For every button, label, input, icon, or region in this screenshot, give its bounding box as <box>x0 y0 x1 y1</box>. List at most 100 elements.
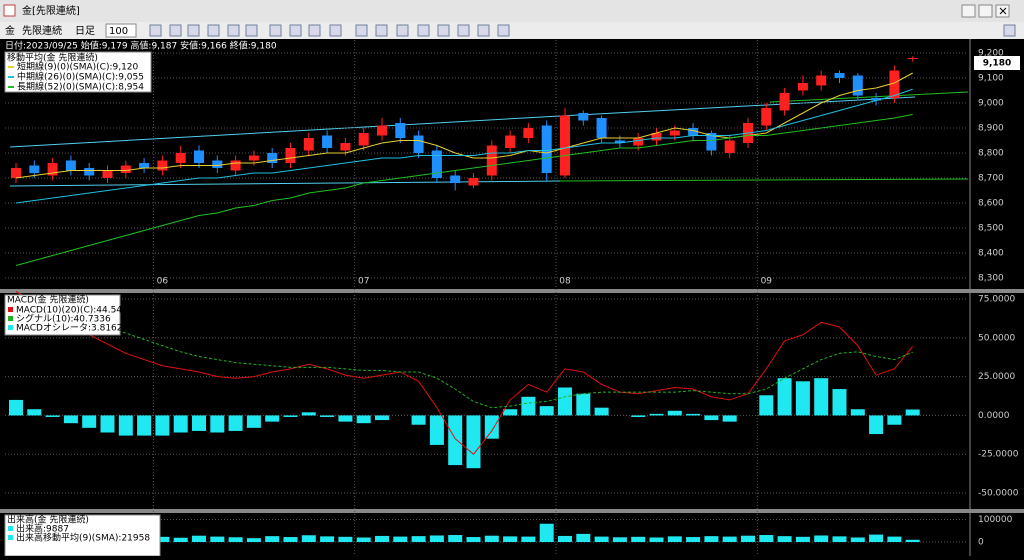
minimize-button[interactable] <box>961 4 976 18</box>
candle-body <box>486 145 497 176</box>
ma-legend: 移動平均(金 先限連続) 短期線(9)(0)(SMA)(C):9,120中期線(… <box>4 51 152 93</box>
volume-bar <box>795 536 810 543</box>
y-tick-label: -50.0000 <box>978 489 1019 499</box>
tool-button[interactable] <box>497 24 510 37</box>
maximize-button[interactable] <box>978 4 993 18</box>
histogram-bar <box>887 415 902 425</box>
volume-bar <box>704 536 719 543</box>
candle-body <box>560 115 570 176</box>
y-tick-label: 9,000 <box>978 99 1004 109</box>
line <box>15 88 913 204</box>
candle-body <box>688 128 699 136</box>
histogram-bar <box>100 415 115 433</box>
volume-bar <box>246 538 261 543</box>
legend-swatch <box>8 325 13 330</box>
y-tick-label: 100000 <box>978 515 1013 525</box>
y-tick-label: 50.0000 <box>978 333 1015 343</box>
candle-body <box>47 163 58 176</box>
candle-body <box>706 133 717 151</box>
volume-bar <box>686 537 701 543</box>
candle-body <box>230 160 241 171</box>
tool-button[interactable] <box>169 24 182 37</box>
trend-line <box>559 96 916 117</box>
histogram-bar <box>429 415 444 445</box>
legend-box <box>4 514 161 557</box>
app-icon <box>3 4 16 17</box>
count-input[interactable] <box>105 23 137 38</box>
candle-body <box>578 113 589 121</box>
histogram-bar <box>320 415 335 417</box>
histogram-bar <box>777 378 792 416</box>
histogram-bar <box>228 415 243 431</box>
volume-bar <box>594 536 609 543</box>
window-buttons[interactable] <box>961 4 1010 18</box>
candle-body <box>84 168 95 176</box>
histogram-bar <box>649 413 664 416</box>
candle-body <box>303 138 314 151</box>
candle-body <box>468 178 479 186</box>
candle-body <box>523 128 534 138</box>
period-select[interactable]: 日足 <box>75 25 95 37</box>
histogram-bar <box>558 387 572 416</box>
tool-button[interactable] <box>308 24 321 37</box>
tool-button[interactable] <box>396 24 409 37</box>
volume-bar <box>338 536 353 543</box>
histogram-bar <box>45 415 60 417</box>
histogram-bar <box>265 415 280 422</box>
candle-body <box>431 150 442 178</box>
tool-button[interactable] <box>207 24 220 37</box>
y-tick-label: 9,100 <box>978 74 1004 84</box>
tool-button[interactable] <box>269 24 282 37</box>
legend-box <box>4 294 121 336</box>
y-tick-label: 0.0000 <box>978 411 1010 421</box>
histogram-bar <box>795 381 810 416</box>
histogram-bar <box>686 413 701 416</box>
tool-button[interactable] <box>417 24 430 37</box>
histogram-bar <box>338 415 353 422</box>
legend-title: 出来高(金 先限連続) <box>7 514 89 526</box>
histogram-bar <box>118 415 133 436</box>
candle-body <box>852 75 863 96</box>
histogram-bar <box>869 415 884 435</box>
candle-body <box>651 133 662 141</box>
candle-body <box>102 170 113 178</box>
candle-body <box>285 148 296 163</box>
histogram-bar <box>576 393 591 416</box>
tool-button[interactable] <box>289 24 302 37</box>
y-tick-label: 0 <box>978 538 984 548</box>
tool-button[interactable] <box>477 24 490 37</box>
tool-button[interactable] <box>437 24 450 37</box>
candle-body <box>29 165 40 173</box>
legend-title: 移動平均(金 先限連続) <box>7 52 98 64</box>
candle-body <box>779 93 790 111</box>
histogram-bar <box>155 415 170 436</box>
volume-legend: 出来高(金 先限連続) 出来高:9887出来高移動平均(9)(SMA):2195… <box>4 514 161 557</box>
candle-body <box>194 150 204 163</box>
tool-button[interactable] <box>1003 24 1016 37</box>
candle-body <box>816 75 827 86</box>
y-tick-label: 25.0000 <box>978 372 1015 382</box>
tool-button[interactable] <box>329 24 342 37</box>
tool-button[interactable] <box>375 24 388 37</box>
tool-button[interactable] <box>355 24 368 37</box>
histogram-bar <box>283 415 298 417</box>
tool-button[interactable] <box>457 24 470 37</box>
legend-entry: MACD(10)(20)(C):44.5498 <box>16 306 134 316</box>
candle-body <box>212 160 223 168</box>
line <box>15 114 913 266</box>
y-tick-label: 8,700 <box>978 174 1004 184</box>
histogram-bar <box>539 406 554 416</box>
symbol-label: 金 <box>5 24 15 37</box>
volume-bar <box>777 536 792 543</box>
volume-bar <box>429 535 444 543</box>
tool-button[interactable] <box>149 24 162 37</box>
toolbar-icons[interactable] <box>149 24 1016 37</box>
tool-button[interactable] <box>187 24 200 37</box>
volume-bar <box>411 536 426 543</box>
volume-bar <box>448 535 463 543</box>
candle-body <box>633 138 644 146</box>
tool-button[interactable] <box>245 24 258 37</box>
volume-bar <box>301 535 316 543</box>
histogram-bar <box>192 415 206 431</box>
tool-button[interactable] <box>227 24 240 37</box>
